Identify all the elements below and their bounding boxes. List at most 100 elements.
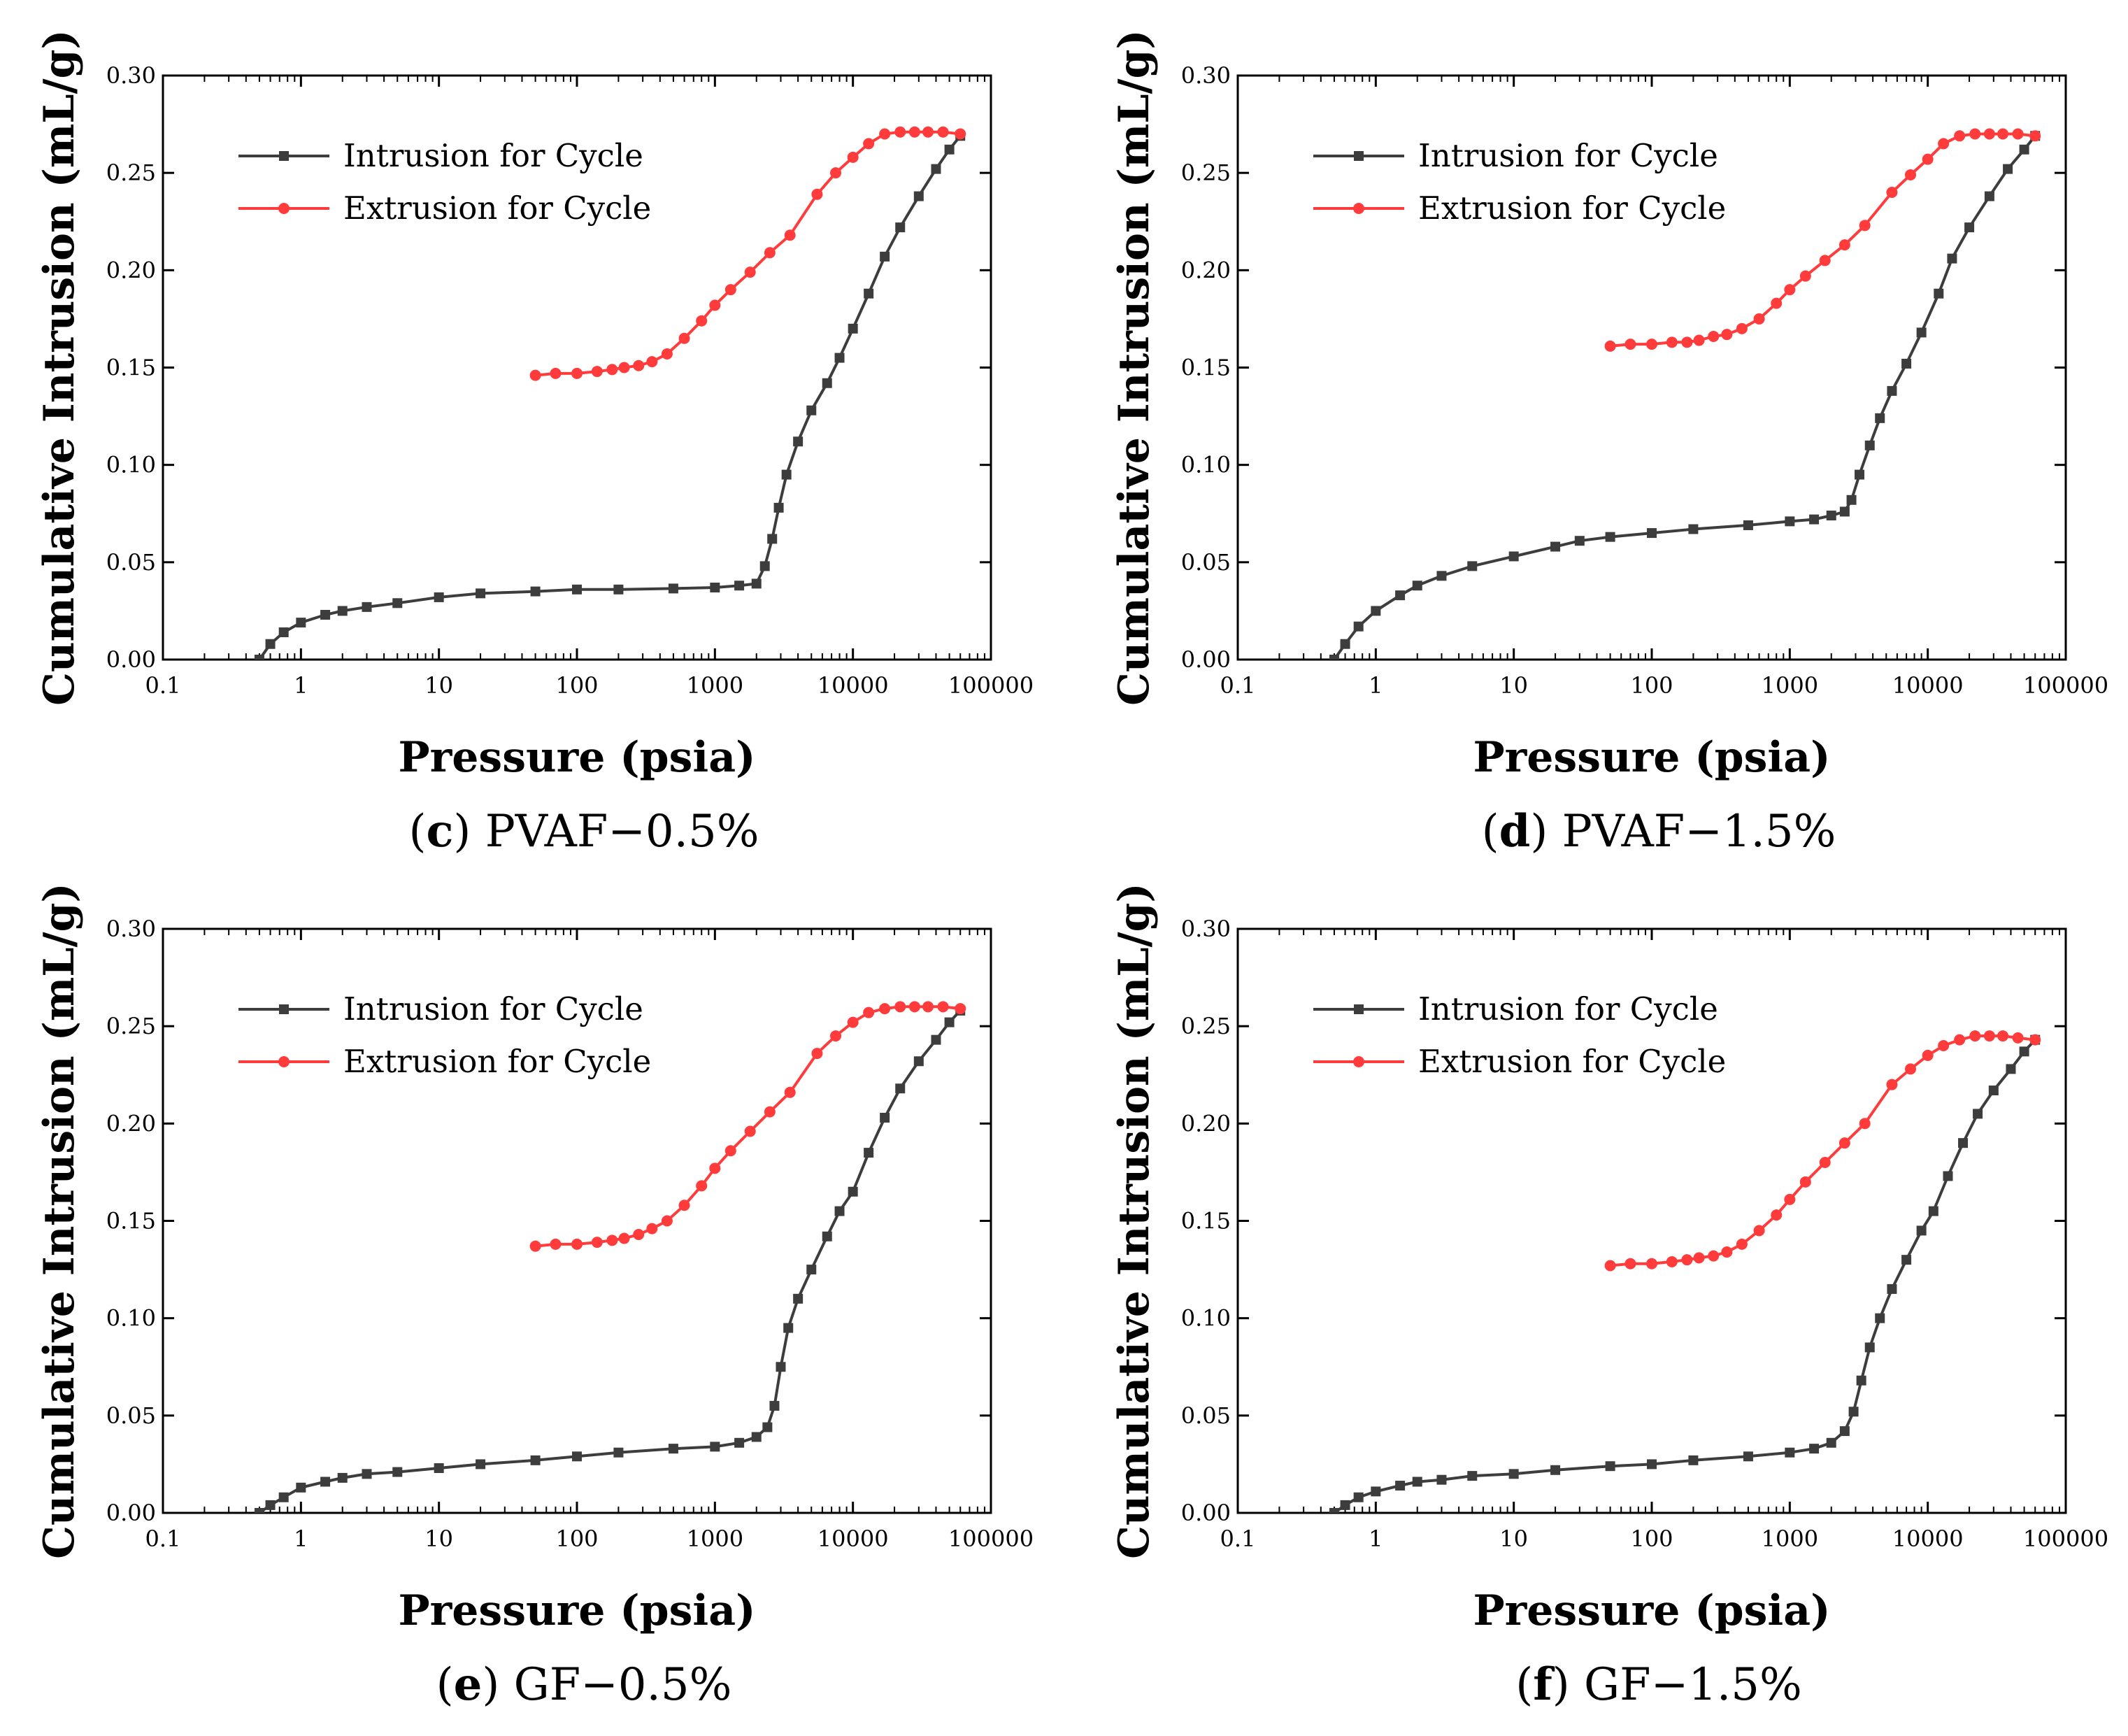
data-point <box>1605 1461 1615 1472</box>
data-point <box>571 367 583 379</box>
legend-marker <box>279 1004 289 1014</box>
data-point <box>296 618 306 628</box>
y-tick-label: 0.20 <box>1181 257 1231 283</box>
data-point <box>1973 1109 1983 1119</box>
legend-marker <box>1353 1056 1364 1067</box>
y-axis-title: Cumulative Intrusion (mL/g) <box>35 29 84 706</box>
data-point <box>751 578 762 589</box>
data-point <box>767 534 778 544</box>
data-point <box>476 588 486 599</box>
x-tick-label: 1000 <box>1762 1525 1818 1552</box>
data-point <box>265 1500 276 1510</box>
data-point <box>784 229 796 241</box>
data-point <box>1329 1508 1339 1513</box>
data-point <box>1508 551 1519 562</box>
data-point <box>1887 385 1897 396</box>
series-extrusion <box>529 126 966 381</box>
data-point <box>1647 1459 1657 1470</box>
caption-open-paren: ( <box>1482 806 1499 858</box>
series-intrusion <box>254 131 966 660</box>
data-point <box>1340 1500 1350 1510</box>
x-tick-label: 100 <box>1630 672 1673 699</box>
data-point <box>1819 1157 1831 1168</box>
data-point <box>822 1231 832 1241</box>
y-tick-label: 0.10 <box>106 1305 156 1332</box>
data-point <box>550 367 562 379</box>
legend-label: Intrusion for Cycle <box>1418 990 1718 1027</box>
data-point <box>1467 561 1478 571</box>
data-point <box>571 1238 583 1250</box>
data-point <box>1721 1246 1733 1258</box>
data-point <box>1624 339 1636 350</box>
legend-label: Extrusion for Cycle <box>1418 190 1726 227</box>
chart-panel-f: 0.1 1 10 100 1000 10000 100000 0.00 0.05 0.10 0.15… <box>1110 883 2108 1711</box>
data-point <box>710 1442 720 1452</box>
data-point <box>1905 1063 1917 1075</box>
data-point <box>1693 334 1705 346</box>
data-point <box>848 323 858 334</box>
data-point <box>254 1508 264 1513</box>
data-point <box>633 360 645 371</box>
data-point <box>1864 1342 1875 1353</box>
y-tick-label: 0.15 <box>1181 1208 1231 1235</box>
legend-label: Intrusion for Cycle <box>1418 137 1718 174</box>
x-tick-label: 0.1 <box>145 672 181 699</box>
data-point <box>1943 1171 1953 1181</box>
data-point <box>362 602 372 612</box>
caption-letter: c <box>426 805 453 858</box>
legend-marker <box>1354 151 1364 161</box>
data-point <box>724 284 736 296</box>
data-point <box>2029 130 2041 142</box>
data-point <box>811 1048 823 1060</box>
data-point <box>392 598 403 609</box>
data-point <box>1799 1176 1811 1188</box>
data-point <box>1646 339 1657 350</box>
chart-panel-d: 0.1 1 10 100 1000 10000 100000 0.00 0.05 0.10 0.15… <box>1110 29 2108 858</box>
data-point <box>1395 1481 1406 1491</box>
y-tick-label: 0.30 <box>1181 62 1231 89</box>
panel-caption: (e) GF−0.5% <box>436 1658 732 1711</box>
data-point <box>863 1006 875 1018</box>
data-point <box>1647 528 1657 539</box>
data-point <box>806 1265 817 1275</box>
x-tick-label: 10 <box>1499 1525 1528 1552</box>
legend-label: Extrusion for Cycle <box>343 190 651 227</box>
data-point <box>830 1030 842 1042</box>
x-tick-label: 1 <box>294 672 308 699</box>
series-extrusion <box>1604 128 2041 352</box>
data-point <box>1839 506 1850 517</box>
data-point <box>913 1056 924 1067</box>
data-point <box>1864 440 1875 450</box>
data-point <box>618 1232 630 1244</box>
data-point <box>848 1186 858 1197</box>
data-point <box>1688 524 1699 534</box>
data-point <box>1954 1034 1966 1046</box>
legend-label: Intrusion for Cycle <box>343 990 643 1027</box>
data-point <box>834 353 845 363</box>
x-tick-label: 100000 <box>2023 1525 2108 1552</box>
data-point <box>830 167 842 179</box>
legend-marker <box>1354 1004 1364 1014</box>
data-point <box>1436 571 1447 581</box>
data-point <box>1958 1138 1969 1148</box>
data-point <box>1604 1260 1616 1272</box>
x-tick-label: 1 <box>1369 672 1383 699</box>
caption-letter: d <box>1499 805 1531 858</box>
legend: Intrusion for Cycle Extrusion for Cycle <box>238 990 651 1080</box>
legend: Intrusion for Cycle Extrusion for Cycle <box>1313 990 1726 1080</box>
data-point <box>894 1001 906 1013</box>
data-point <box>572 1451 582 1462</box>
data-point <box>1693 1252 1705 1264</box>
data-point <box>1988 1086 1999 1096</box>
x-tick-label: 10 <box>424 1525 453 1552</box>
data-point <box>1846 495 1857 505</box>
x-axis-title: Pressure (psia) <box>1473 733 1831 782</box>
data-point <box>2029 1034 2041 1046</box>
data-point <box>2019 1046 2029 1057</box>
y-tick-label: 0.15 <box>106 355 156 381</box>
x-tick-label: 10 <box>1499 672 1528 699</box>
data-point <box>1395 590 1406 601</box>
data-point <box>392 1467 403 1477</box>
y-axis-title: Cumulative Intrusion (mL/g) <box>35 883 84 1559</box>
data-point <box>1947 253 1957 264</box>
